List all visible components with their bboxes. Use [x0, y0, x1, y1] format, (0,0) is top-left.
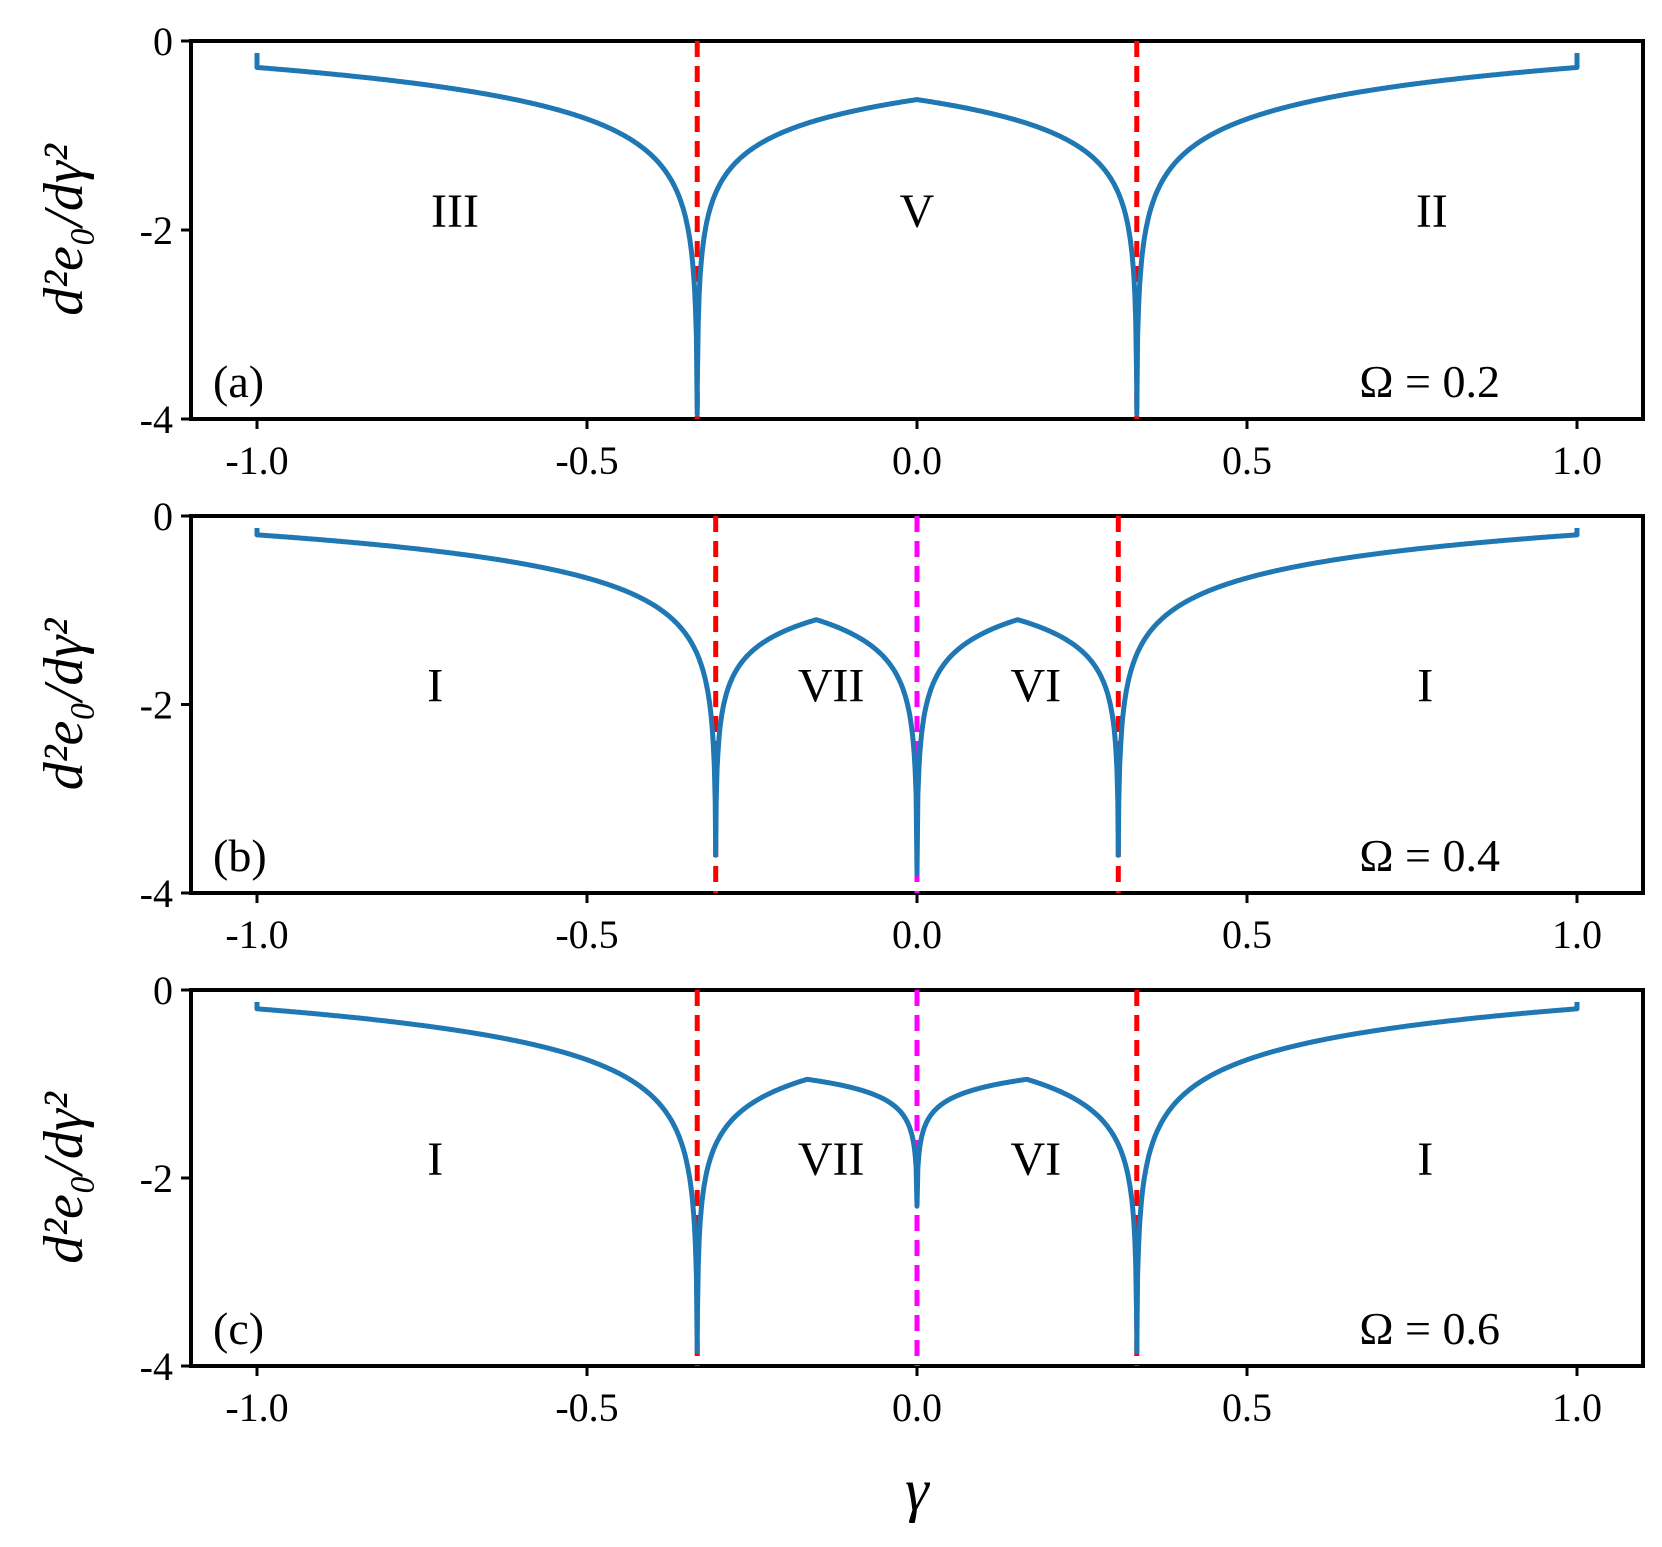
- region-label: I: [1417, 660, 1433, 713]
- x-tick-label: 0.0: [892, 912, 942, 957]
- x-tick-label: 0.0: [892, 1385, 942, 1430]
- region-label: V: [900, 185, 935, 238]
- x-tick-label: 0.5: [1222, 1385, 1272, 1430]
- y-tick-label: -2: [140, 208, 173, 253]
- curve-line: [254, 1002, 1580, 1355]
- panel-a: 0 -2 -4 -1.0 -0.5 0.0 0.5 1.0 d²e₀/dγ² III V II (a) Ω…: [33, 19, 1645, 483]
- region-label: III: [431, 185, 479, 238]
- x-tick-label: -0.5: [555, 438, 618, 483]
- region-label: I: [427, 1133, 443, 1186]
- y-tick-label: -4: [140, 1344, 173, 1389]
- y-axis-label: d²e₀/dγ²: [33, 618, 95, 791]
- x-tick-label: -0.5: [555, 1385, 618, 1430]
- x-tick-label: -1.0: [225, 1385, 288, 1430]
- region-label: VI: [1010, 1133, 1061, 1186]
- x-tick-label: 0.5: [1222, 438, 1272, 483]
- y-tick-label: -4: [140, 871, 173, 916]
- x-tick-label: 1.0: [1552, 1385, 1602, 1430]
- y-tick-label: 0: [153, 494, 173, 539]
- x-tick-label: -1.0: [225, 912, 288, 957]
- x-tick-label: 1.0: [1552, 438, 1602, 483]
- y-tick-label: -2: [140, 683, 173, 728]
- x-axis-label: γ: [905, 1457, 930, 1523]
- omega-label: Ω = 0.4: [1359, 830, 1500, 881]
- x-tick-label: 0.0: [892, 438, 942, 483]
- panel-tag: (b): [213, 830, 267, 881]
- curve-line: [254, 53, 1580, 417]
- region-label: I: [1417, 1133, 1433, 1186]
- region-label: VII: [798, 660, 865, 713]
- region-label: II: [1416, 185, 1448, 238]
- y-tick-label: -4: [140, 397, 173, 442]
- region-label: VII: [798, 1133, 865, 1186]
- panel-tag: (c): [213, 1303, 264, 1354]
- omega-label: Ω = 0.2: [1359, 356, 1500, 407]
- x-tick-label: 0.5: [1222, 912, 1272, 957]
- region-label: VI: [1010, 660, 1061, 713]
- x-tick-label: -1.0: [225, 438, 288, 483]
- y-axis-label: d²e₀/dγ²: [33, 143, 95, 316]
- y-axis-label: d²e₀/dγ²: [33, 1091, 95, 1264]
- omega-label: Ω = 0.6: [1359, 1303, 1500, 1354]
- panel-tag: (a): [213, 356, 264, 407]
- y-tick-label: -2: [140, 1156, 173, 1201]
- y-tick-label: 0: [153, 19, 173, 64]
- y-tick-label: 0: [153, 968, 173, 1013]
- region-label: I: [427, 660, 443, 713]
- curve-line: [254, 528, 1580, 877]
- x-tick-label: -0.5: [555, 912, 618, 957]
- x-tick-label: 1.0: [1552, 912, 1602, 957]
